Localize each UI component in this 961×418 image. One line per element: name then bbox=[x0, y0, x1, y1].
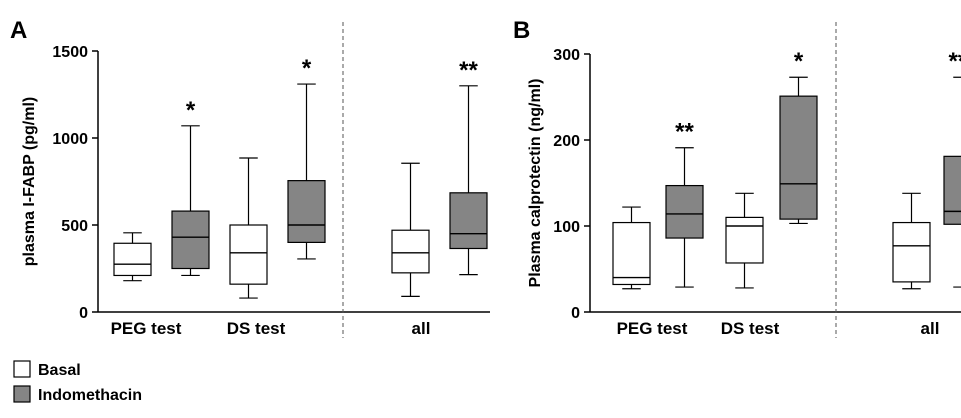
legend-label: Indomethacin bbox=[38, 387, 142, 404]
box-indomethacin-all: *** bbox=[943, 48, 961, 288]
group-label: all bbox=[921, 319, 940, 338]
significance-marker: * bbox=[794, 48, 804, 75]
y-tick-label: 0 bbox=[571, 305, 580, 322]
iqr-box bbox=[229, 224, 268, 285]
panel-letter: B bbox=[513, 17, 530, 44]
y-tick-label: 100 bbox=[553, 219, 580, 236]
significance-marker: * bbox=[302, 55, 312, 82]
y-axis-label: plasma I-FABP (pg/ml) bbox=[21, 97, 38, 267]
legend-swatch bbox=[13, 385, 31, 403]
legend-swatch bbox=[13, 360, 31, 378]
significance-marker: * bbox=[186, 97, 196, 124]
iqr-box bbox=[779, 95, 818, 220]
box-indomethacin-all: ** bbox=[449, 57, 488, 276]
iqr-box bbox=[943, 155, 961, 225]
box-basal-ds-test bbox=[725, 192, 764, 289]
box-indomethacin-ds-test: * bbox=[287, 55, 326, 260]
iqr-box bbox=[665, 184, 704, 239]
y-tick-label: 500 bbox=[61, 218, 88, 235]
box-indomethacin-peg-test: * bbox=[171, 97, 210, 277]
group-label: PEG test bbox=[617, 319, 688, 338]
box-indomethacin-peg-test: ** bbox=[665, 119, 704, 288]
box-basal-ds-test bbox=[229, 157, 268, 299]
iqr-box bbox=[171, 210, 210, 270]
box-basal-peg-test bbox=[113, 232, 152, 282]
y-tick-label: 1500 bbox=[52, 44, 88, 61]
iqr-box bbox=[287, 180, 326, 244]
group-label: DS test bbox=[227, 319, 286, 338]
iqr-box bbox=[449, 192, 488, 250]
group-label: all bbox=[412, 319, 431, 338]
panel-letter: A bbox=[10, 17, 27, 44]
legend: Basal Indomethacin bbox=[13, 360, 142, 404]
y-tick-label: 0 bbox=[79, 305, 88, 322]
y-tick-label: 300 bbox=[553, 47, 580, 64]
box-basal-all bbox=[892, 192, 931, 290]
box-basal-all bbox=[391, 162, 430, 297]
box-indomethacin-ds-test: * bbox=[779, 48, 818, 225]
iqr-box bbox=[612, 221, 651, 286]
y-axis-label: Plasma calprotectin (ng/ml) bbox=[527, 79, 544, 288]
box-basal-peg-test bbox=[612, 206, 651, 290]
significance-marker: ** bbox=[675, 119, 694, 146]
iqr-box bbox=[725, 216, 764, 264]
y-tick-label: 1000 bbox=[52, 131, 88, 148]
significance-marker: ** bbox=[459, 57, 478, 84]
group-label: DS test bbox=[721, 319, 780, 338]
legend-label: Basal bbox=[38, 362, 81, 379]
significance-marker: *** bbox=[948, 48, 961, 75]
iqr-box bbox=[113, 242, 152, 277]
iqr-box bbox=[391, 229, 430, 274]
y-tick-label: 200 bbox=[553, 133, 580, 150]
group-label: PEG test bbox=[111, 319, 182, 338]
iqr-box bbox=[892, 221, 931, 283]
